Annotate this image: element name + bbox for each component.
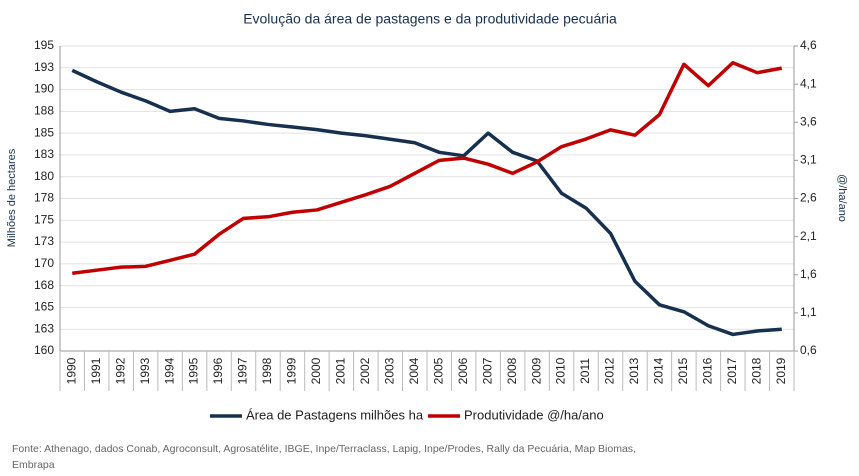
y-tick-label: 188 [34, 104, 54, 118]
x-tick-label: 2016 [701, 357, 715, 384]
y2-tick-label: 1,1 [800, 305, 817, 319]
x-tick-label: 1994 [162, 357, 176, 384]
x-tick-label: 2009 [529, 357, 543, 384]
x-tick-label: 1990 [64, 357, 78, 384]
x-tick-label: 1996 [211, 357, 225, 384]
x-tick-label: 1997 [236, 357, 250, 384]
y2-tick-label: 1,6 [800, 267, 817, 281]
x-tick-label: 2012 [603, 357, 617, 384]
y-tick-label: 185 [34, 125, 54, 139]
x-tick-label: 2003 [382, 357, 396, 384]
y-tick-label: 165 [34, 300, 54, 314]
y2-tick-label: 4,6 [800, 38, 817, 52]
x-tick-label: 1993 [138, 357, 152, 384]
y-tick-label: 173 [34, 234, 54, 248]
y2-tick-label: 0,6 [800, 343, 817, 357]
x-tick-label: 1992 [113, 357, 127, 384]
y-tick-label: 178 [34, 191, 54, 205]
x-tick-label: 1999 [285, 357, 299, 384]
x-tick-label: 2018 [749, 357, 763, 384]
x-tick-label: 2014 [652, 357, 666, 384]
source-note: Fonte: Athenago, dados Conab, Agroconsul… [12, 443, 636, 471]
y-axis-label: Milhões de hectares [6, 148, 18, 247]
x-tick-label: 1991 [89, 357, 103, 384]
y-tick-label: 195 [34, 38, 54, 52]
y-tick-label: 175 [34, 212, 54, 226]
y-tick-label: 190 [34, 82, 54, 96]
legend-label: Produtividade @/ha/ano [464, 407, 604, 422]
y2-tick-label: 3,1 [800, 153, 817, 167]
y-tick-label: 170 [34, 256, 54, 270]
x-tick-label: 2000 [309, 357, 323, 384]
y-tick-label: 193 [34, 60, 54, 74]
x-tick-label: 1998 [260, 357, 274, 384]
chart-title: Evolução da área de pastagens e da produ… [243, 11, 617, 27]
y-tick-label: 168 [34, 278, 54, 292]
x-tick-label: 2005 [431, 357, 445, 384]
x-tick-label: 2019 [774, 357, 788, 384]
y-tick-label: 160 [34, 343, 54, 357]
x-tick-label: 2011 [578, 358, 592, 384]
y2-tick-label: 2,1 [800, 229, 817, 243]
y-tick-label: 163 [34, 321, 54, 335]
y-tick-label: 180 [34, 169, 54, 183]
data-line [71, 68, 782, 337]
x-tick-label: 2017 [725, 357, 739, 384]
x-tick-label: 2013 [627, 357, 641, 384]
x-tick-label: 2002 [358, 357, 372, 384]
x-tick-label: 2010 [554, 357, 568, 384]
chart: Evolução da área de pastagens e da produ… [6, 11, 848, 423]
y2-tick-label: 4,1 [800, 76, 817, 90]
x-tick-label: 2004 [407, 357, 421, 384]
x-tick-label: 2001 [334, 357, 348, 384]
x-tick-label: 2008 [505, 357, 519, 384]
y2-axis-label: @/ha/ano [836, 174, 848, 222]
y-tick-label: 183 [34, 147, 54, 161]
legend-label: Área de Pastagens milhões ha [246, 407, 424, 422]
x-tick-label: 2007 [480, 357, 494, 384]
x-tick-label: 2015 [676, 357, 690, 384]
y2-tick-label: 3,6 [800, 114, 817, 128]
y2-tick-label: 2,6 [800, 191, 817, 205]
x-tick-label: 2006 [456, 357, 470, 384]
data-line [72, 61, 783, 275]
x-tick-label: 1995 [187, 357, 201, 384]
